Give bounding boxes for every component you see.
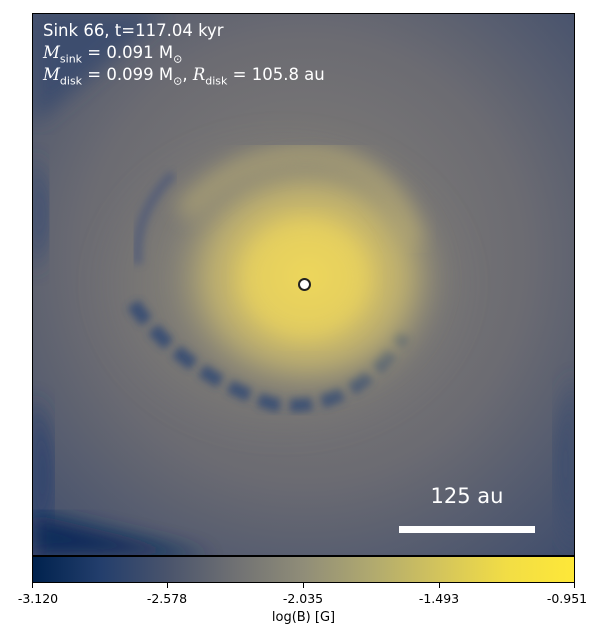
disk-mass-symbol: M [43,65,60,84]
colorbar-tick [32,583,33,588]
colorbar-tick-label: -2.578 [146,591,188,606]
colorbar-tick-label: -0.951 [546,591,588,606]
sink-mass-value: = 0.091 M [82,43,174,62]
solar-symbol: ⊙ [173,52,183,66]
disk-radius-subscript: disk [205,74,228,88]
disk-mass-subscript: disk [59,74,83,88]
solar-symbol: ⊙ [173,74,183,88]
scale-bar-label: 125 au [430,484,504,508]
colorbar [32,556,575,583]
colorbar-tick-label: -2.035 [282,591,324,606]
colorbar-tick-label: -1.493 [418,591,460,606]
disk-properties: Mdisk = 0.099 M⊙, Rdisk = 105.8 au [43,65,325,87]
colorbar-label: log(B) [G] [271,610,336,625]
magnetic-field-map: Sink 66, t=117.04 kyr Msink = 0.091 M⊙ M… [32,13,575,556]
sink-title: Sink 66, t=117.04 kyr [43,21,224,40]
separator: , [182,65,193,84]
disk-radius-symbol: R [192,65,206,84]
colorbar-tick [167,583,168,588]
scale-bar [399,526,535,533]
mass-subscript: sink [59,52,83,66]
colorbar-tick [439,583,440,588]
colorbar-tick [303,583,304,588]
sink-mass: Msink = 0.091 M⊙ [43,43,182,65]
colorbar-tick-label: -3.120 [17,591,59,606]
colorbar-tick [574,583,575,588]
field-image [33,14,574,555]
disk-mass-value: = 0.099 M [82,65,174,84]
sink-particle-marker [298,278,311,291]
disk-radius-value: = 105.8 au [227,65,325,84]
mass-symbol: M [43,43,60,62]
